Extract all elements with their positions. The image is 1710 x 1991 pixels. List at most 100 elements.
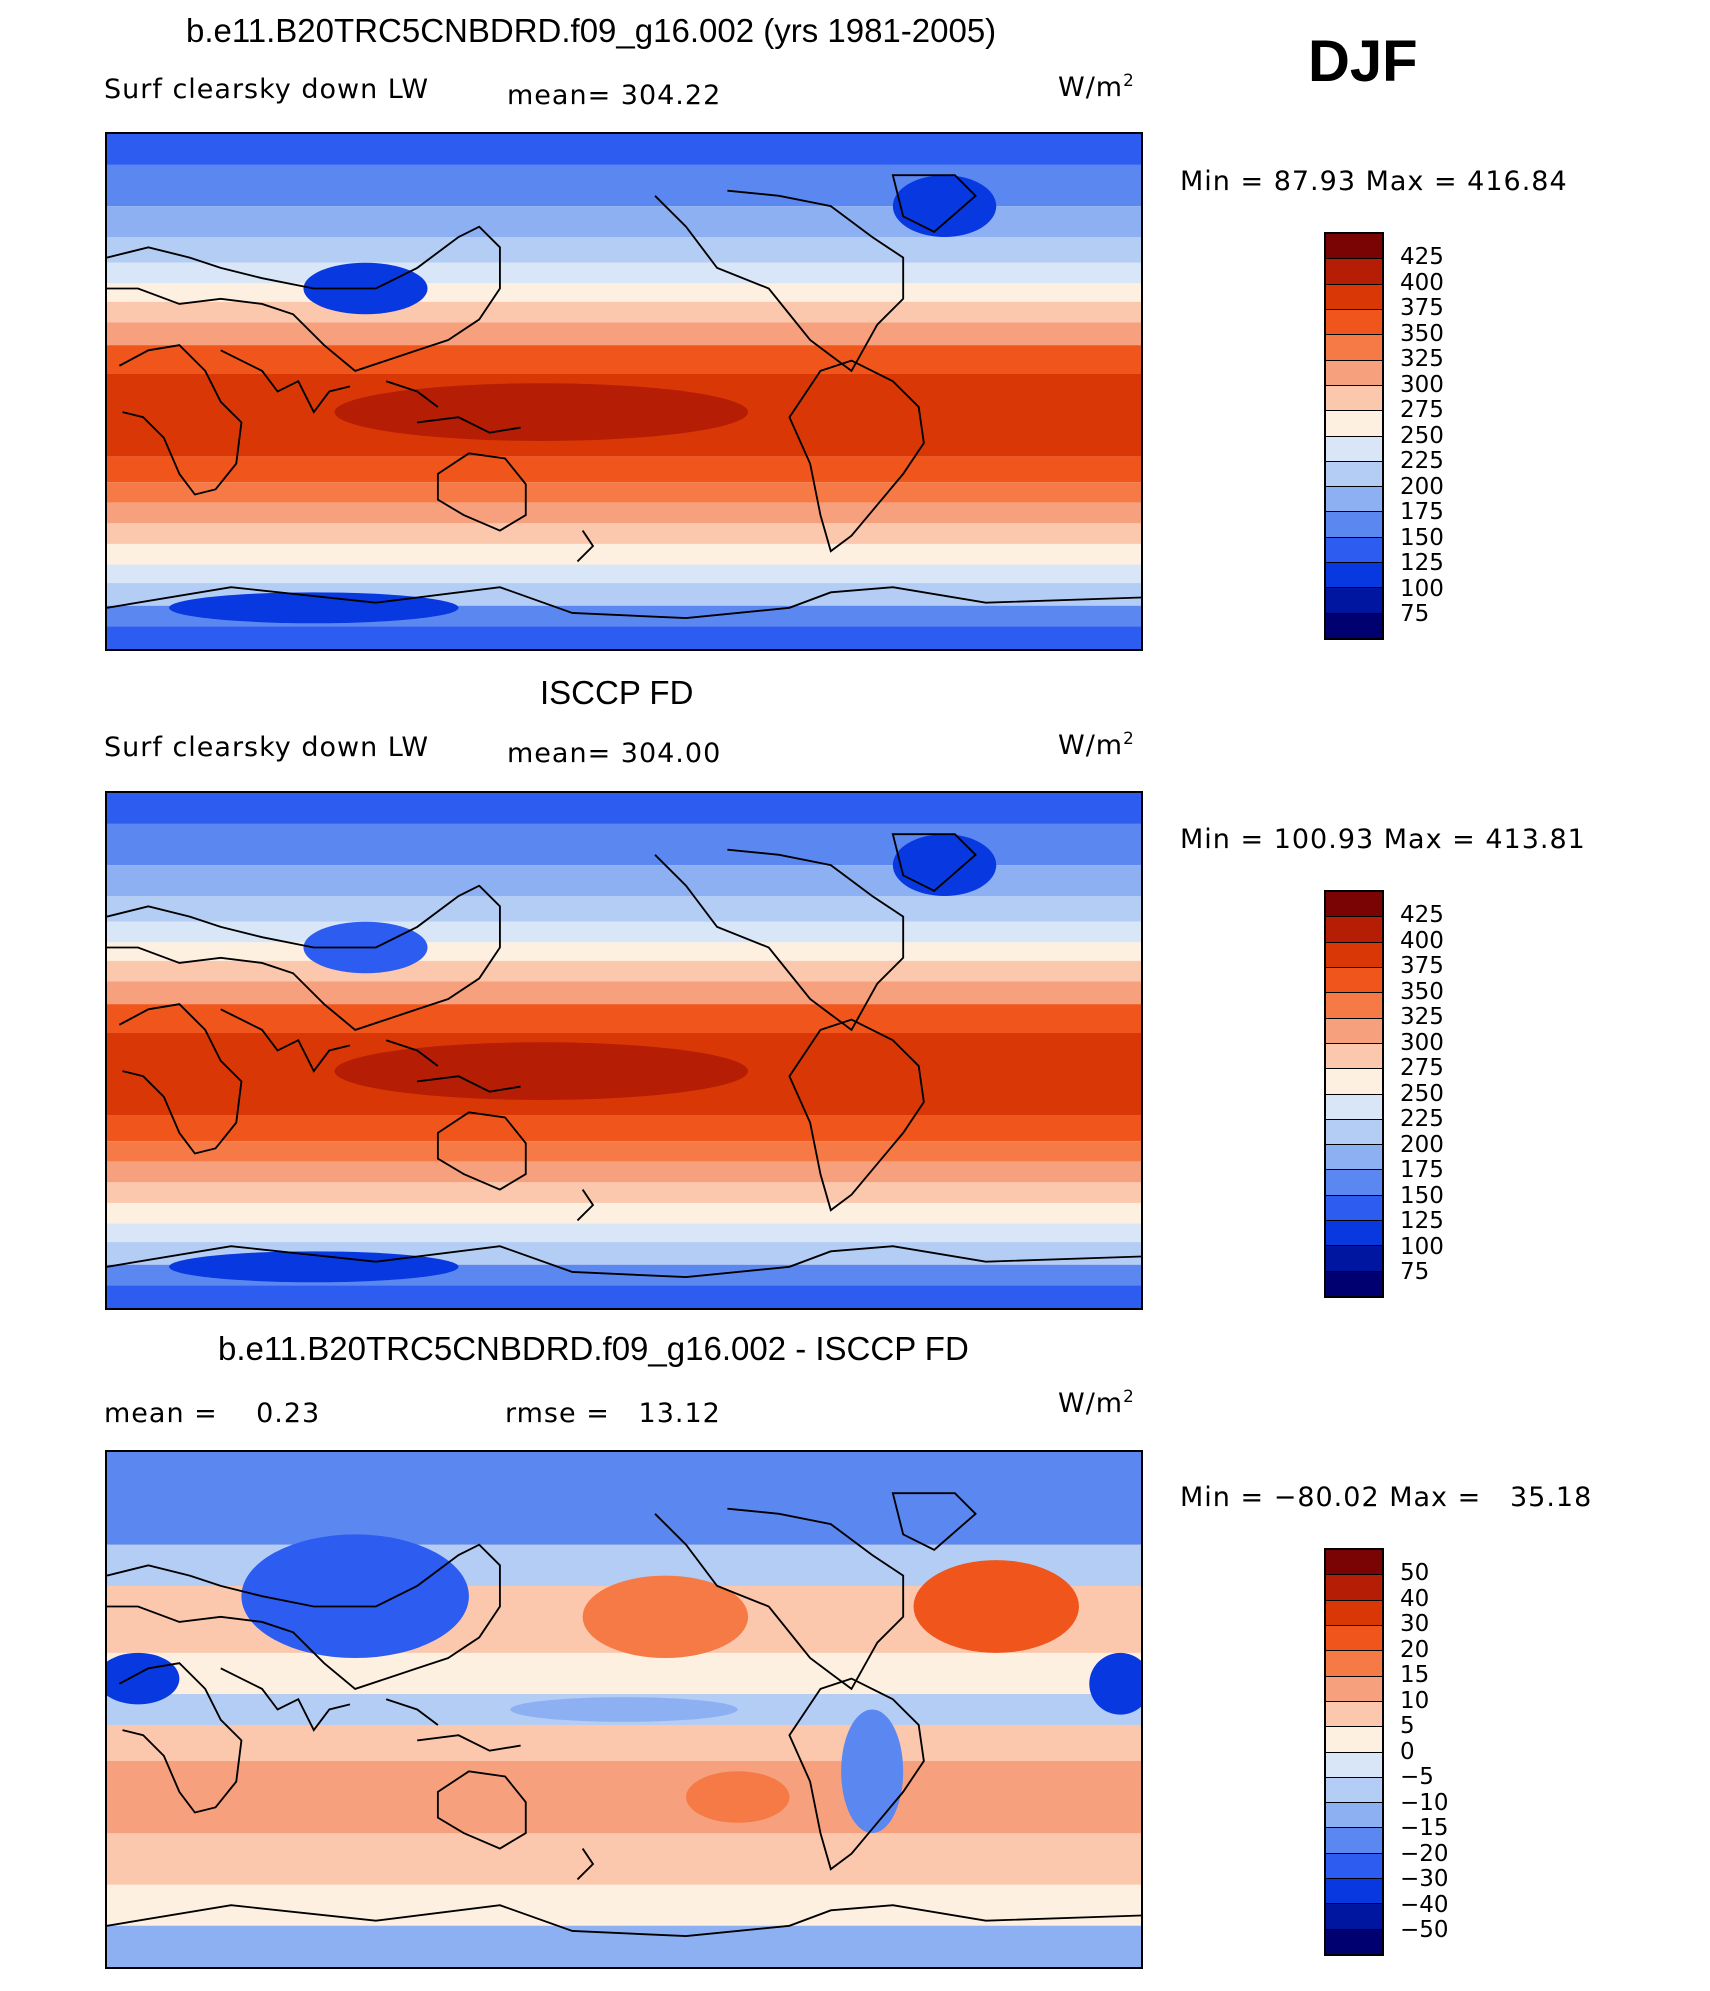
coastline xyxy=(788,359,925,553)
contour-band xyxy=(107,301,1141,323)
panel3-map xyxy=(105,1450,1143,1969)
colorbar-tick-label: 175 xyxy=(1400,499,1444,525)
colorbar-tick-label: 150 xyxy=(1400,524,1444,551)
coastline xyxy=(654,189,905,373)
colorbar-swatch xyxy=(1326,1018,1382,1044)
panel2-mean-label: mean= 304.00 xyxy=(507,738,722,769)
colorbar-swatch xyxy=(1326,1195,1382,1222)
colorbar-swatch xyxy=(1326,917,1382,943)
contour-band xyxy=(107,942,1141,961)
colorbar-swatch xyxy=(1326,1828,1382,1854)
contour-band xyxy=(107,1141,1141,1162)
colorbar-tick-label: 10 xyxy=(1400,1687,1430,1714)
contour-band xyxy=(107,283,1141,302)
colorbar-tick-label: 175 xyxy=(1400,1157,1444,1183)
colorbar-swatch xyxy=(1326,411,1382,437)
coastline xyxy=(891,1492,977,1551)
colorbar-tick-label: −5 xyxy=(1400,1764,1434,1790)
panel2-colorbar xyxy=(1324,890,1384,1298)
contour-patch xyxy=(169,592,459,624)
colorbar-tick-label: 225 xyxy=(1400,448,1444,474)
coastline xyxy=(107,884,501,1031)
panel3-minmax: Min = −80.02 Max = 35.18 xyxy=(1180,1482,1593,1513)
contour-patch xyxy=(334,383,749,441)
panel1-colorbar-labels: 425 400 375 350 325 300 275 250 225 200 175 150 125 1… xyxy=(1400,244,1444,628)
contour-band xyxy=(107,1761,1141,1834)
panel2-minmax: Min = 100.93 Max = 413.81 xyxy=(1180,824,1586,855)
colorbar-tick-label: 275 xyxy=(1400,1055,1444,1081)
contour-band xyxy=(107,1223,1141,1243)
coastline xyxy=(891,174,977,233)
colorbar-tick-label: 400 xyxy=(1400,927,1444,954)
contour-patch xyxy=(1089,1652,1141,1715)
panel1-minmax: Min = 87.93 Max = 416.84 xyxy=(1180,166,1568,197)
colorbar-swatch xyxy=(1326,1625,1382,1652)
contour-band xyxy=(107,564,1141,584)
colorbar-tick-label: 325 xyxy=(1400,1004,1444,1030)
colorbar-swatch xyxy=(1326,967,1382,994)
colorbar-swatch xyxy=(1326,1119,1382,1146)
colorbar-swatch xyxy=(1326,1170,1382,1196)
colorbar-swatch xyxy=(1326,1676,1382,1702)
contour-band xyxy=(107,1202,1141,1224)
colorbar-tick-label: 30 xyxy=(1400,1611,1430,1637)
colorbar-tick-label: 150 xyxy=(1400,1182,1444,1209)
contour-band xyxy=(107,1182,1141,1203)
coastline xyxy=(385,380,521,434)
coastline xyxy=(385,1698,521,1752)
contour-band xyxy=(107,1452,1141,1545)
contour-band xyxy=(107,981,1141,1005)
colorbar-tick-label: 75 xyxy=(1400,601,1430,627)
panel1-mean-label: mean= 304.22 xyxy=(507,80,722,111)
colorbar-swatch xyxy=(1326,1904,1382,1930)
season-label: DJF xyxy=(1308,29,1418,94)
colorbar-swatch xyxy=(1326,1752,1382,1778)
contour-band xyxy=(107,482,1141,503)
panel1-units: W/m2 xyxy=(1058,70,1135,103)
contour-band xyxy=(107,626,1141,649)
colorbar-tick-label: −50 xyxy=(1400,1917,1449,1943)
coastline xyxy=(118,1003,243,1155)
contour-patch xyxy=(582,1575,749,1658)
colorbar-tick-label: 375 xyxy=(1400,953,1444,979)
contour-band xyxy=(107,921,1141,943)
panel2-units: W/m2 xyxy=(1058,728,1135,761)
colorbar-tick-label: 125 xyxy=(1400,1208,1444,1234)
coastline xyxy=(107,586,1141,620)
colorbar-tick-label: 375 xyxy=(1400,295,1444,321)
colorbar-tick-label: 200 xyxy=(1400,1131,1444,1158)
panel2-variable-label: Surf clearsky down LW xyxy=(104,732,430,763)
coastline xyxy=(118,344,243,496)
coastline xyxy=(220,1008,351,1073)
colorbar-swatch xyxy=(1326,993,1382,1019)
contour-band xyxy=(107,793,1141,824)
contour-patch xyxy=(892,175,997,237)
colorbar-swatch xyxy=(1326,1271,1382,1296)
colorbar-swatch xyxy=(1326,1727,1382,1753)
coastline xyxy=(436,1111,527,1191)
colorbar-tick-label: 250 xyxy=(1400,1080,1444,1107)
coastline xyxy=(576,1848,595,1881)
contour-band xyxy=(107,523,1141,544)
colorbar-swatch xyxy=(1326,1853,1382,1880)
panel1-title: b.e11.B20TRC5CNBDRD.f09_g16.002 (yrs 198… xyxy=(186,12,997,49)
colorbar-tick-label: 40 xyxy=(1400,1585,1430,1612)
contour-band xyxy=(107,322,1141,346)
contour-band xyxy=(107,1115,1141,1142)
colorbar-tick-label: 400 xyxy=(1400,269,1444,296)
panel2-title: ISCCP FD xyxy=(540,674,694,711)
contour-band xyxy=(107,1004,1141,1033)
colorbar-tick-label: 75 xyxy=(1400,1259,1430,1285)
colorbar-swatch xyxy=(1326,284,1382,310)
contour-band xyxy=(107,1285,1141,1308)
coastline xyxy=(118,1662,243,1814)
panel3-colorbar xyxy=(1324,1548,1384,1956)
colorbar-swatch xyxy=(1326,1221,1382,1247)
contour-patch xyxy=(913,1560,1079,1653)
coastline xyxy=(107,1543,501,1690)
colorbar-swatch xyxy=(1326,1651,1382,1677)
coastline xyxy=(436,1770,527,1850)
contour-band xyxy=(107,543,1141,565)
coastline xyxy=(654,1507,905,1691)
colorbar-swatch xyxy=(1326,1777,1382,1804)
